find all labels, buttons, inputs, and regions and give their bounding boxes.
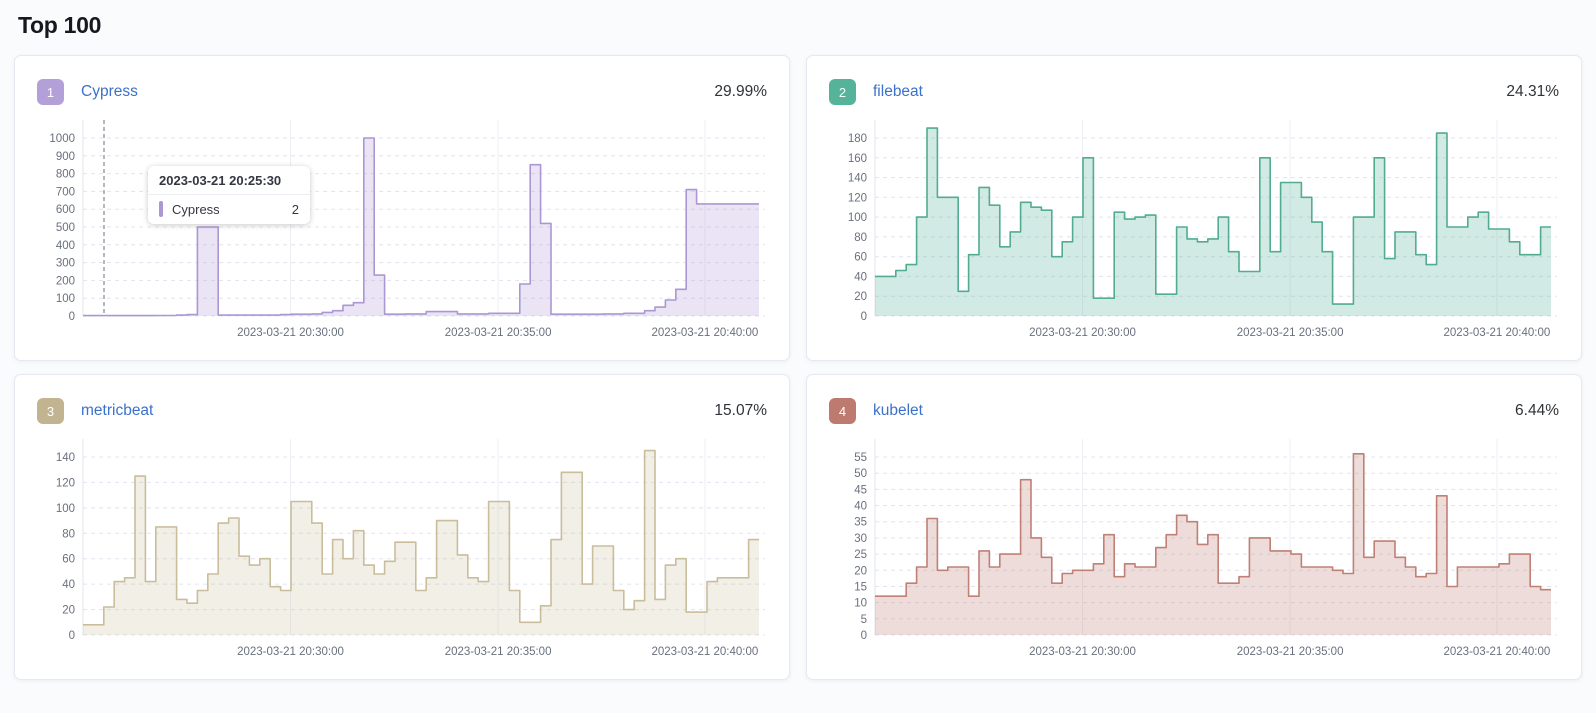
- item-name-link[interactable]: Cypress: [81, 83, 138, 100]
- svg-text:30: 30: [854, 533, 867, 545]
- svg-text:20: 20: [854, 565, 867, 577]
- step-area-chart[interactable]: 0 5 10 15 20 25 30 35 40 45 50 55 2023-03-21 20:30:0…: [829, 433, 1559, 663]
- svg-text:900: 900: [56, 151, 75, 163]
- percent-value: 29.99%: [714, 83, 767, 100]
- card-header: 3 metricbeat 15.07%: [37, 397, 767, 425]
- rank-badge: 3: [37, 398, 64, 424]
- svg-text:60: 60: [62, 554, 75, 566]
- svg-text:0: 0: [861, 630, 867, 642]
- card-header: 1 Cypress 29.99%: [37, 78, 767, 106]
- svg-text:120: 120: [848, 192, 867, 204]
- svg-text:25: 25: [854, 549, 867, 561]
- svg-text:2023-03-21 20:30:00: 2023-03-21 20:30:00: [1029, 646, 1136, 658]
- svg-text:2023-03-21 20:30:00: 2023-03-21 20:30:00: [237, 327, 344, 339]
- tooltip-series-label: Cypress: [172, 201, 220, 217]
- card-header: 4 kubelet 6.44%: [829, 397, 1559, 425]
- svg-text:20: 20: [62, 605, 75, 617]
- svg-text:20: 20: [854, 291, 867, 303]
- svg-text:120: 120: [56, 477, 75, 489]
- chart-area[interactable]: 0 5 10 15 20 25 30 35 40 45 50 55 2023-03-21 20:30:0…: [829, 433, 1559, 663]
- svg-text:45: 45: [854, 484, 867, 496]
- svg-text:0: 0: [69, 311, 75, 323]
- svg-text:500: 500: [56, 222, 75, 234]
- svg-text:80: 80: [854, 232, 867, 244]
- tooltip-row: Cypress 2: [148, 195, 310, 224]
- percent-value: 15.07%: [714, 402, 767, 419]
- svg-text:2023-03-21 20:35:00: 2023-03-21 20:35:00: [1237, 646, 1344, 658]
- top-card-3-metricbeat: 3 metricbeat 15.07% 0 20 40 60 80 100 120 140 20…: [14, 374, 790, 680]
- chart-area[interactable]: 0 100 200 300 400 500 600 700 800 900 1000 2023-03-…: [37, 114, 767, 344]
- rank-badge: 1: [37, 79, 64, 105]
- svg-text:1000: 1000: [49, 133, 75, 145]
- svg-text:5: 5: [861, 614, 867, 626]
- page-title: Top 100: [18, 12, 102, 38]
- svg-text:40: 40: [854, 271, 867, 283]
- svg-text:40: 40: [62, 579, 75, 591]
- svg-text:40: 40: [854, 501, 867, 513]
- top-card-2-filebeat: 2 filebeat 24.31% 0 20 40 60 80 100 120 140 160 1…: [806, 55, 1582, 361]
- svg-text:35: 35: [854, 517, 867, 529]
- tooltip-title: 2023-03-21 20:25:30: [148, 166, 310, 195]
- svg-text:10: 10: [854, 598, 867, 610]
- svg-text:0: 0: [69, 630, 75, 642]
- chart-area[interactable]: 0 20 40 60 80 100 120 140 160 180 2023-03-21 20:30…: [829, 114, 1559, 344]
- svg-text:140: 140: [848, 173, 867, 185]
- step-area-chart[interactable]: 0 20 40 60 80 100 120 140 2023-03-21 20:30:00 202…: [37, 433, 767, 663]
- card-header: 2 filebeat 24.31%: [829, 78, 1559, 106]
- svg-text:80: 80: [62, 528, 75, 540]
- top-card-1-cypress: 1 Cypress 29.99% 0 100 200 300 400 500 600 700 8…: [14, 55, 790, 361]
- percent-value: 6.44%: [1515, 402, 1559, 419]
- percent-value: 24.31%: [1506, 83, 1559, 100]
- svg-text:400: 400: [56, 240, 75, 252]
- svg-text:2023-03-21 20:40:00: 2023-03-21 20:40:00: [652, 327, 759, 339]
- step-area-chart[interactable]: 0 100 200 300 400 500 600 700 800 900 1000 2023-03-…: [37, 114, 767, 344]
- chart-tooltip: 2023-03-21 20:25:30 Cypress 2: [148, 166, 310, 224]
- svg-text:2023-03-21 20:30:00: 2023-03-21 20:30:00: [237, 646, 344, 658]
- svg-text:600: 600: [56, 204, 75, 216]
- svg-text:160: 160: [848, 153, 867, 165]
- svg-text:180: 180: [848, 133, 867, 145]
- cards-grid: 1 Cypress 29.99% 0 100 200 300 400 500 600 700 8…: [14, 55, 1582, 680]
- svg-text:55: 55: [854, 452, 867, 464]
- svg-text:100: 100: [848, 212, 867, 224]
- rank-badge: 2: [829, 79, 856, 105]
- top-card-4-kubelet: 4 kubelet 6.44% 0 5 10 15 20 25 30 35 40 45 50 55 20…: [806, 374, 1582, 680]
- step-area-chart[interactable]: 0 20 40 60 80 100 120 140 160 180 2023-03-21 20:30…: [829, 114, 1559, 344]
- svg-text:2023-03-21 20:35:00: 2023-03-21 20:35:00: [445, 646, 552, 658]
- svg-text:100: 100: [56, 503, 75, 515]
- svg-text:200: 200: [56, 275, 75, 287]
- item-name-link[interactable]: metricbeat: [81, 402, 154, 419]
- chart-area[interactable]: 0 20 40 60 80 100 120 140 2023-03-21 20:30:00 202…: [37, 433, 767, 663]
- dashboard-page: Top 100 1 Cypress 29.99% 0 100 200 300 400 50…: [14, 12, 1582, 680]
- svg-text:0: 0: [861, 311, 867, 323]
- svg-text:2023-03-21 20:35:00: 2023-03-21 20:35:00: [1237, 327, 1344, 339]
- svg-text:2023-03-21 20:40:00: 2023-03-21 20:40:00: [652, 646, 759, 658]
- svg-text:50: 50: [854, 468, 867, 480]
- svg-text:2023-03-21 20:40:00: 2023-03-21 20:40:00: [1444, 646, 1551, 658]
- svg-text:700: 700: [56, 186, 75, 198]
- item-name-link[interactable]: kubelet: [873, 402, 923, 419]
- svg-text:100: 100: [56, 293, 75, 305]
- svg-text:300: 300: [56, 258, 75, 270]
- rank-badge: 4: [829, 398, 856, 424]
- svg-text:2023-03-21 20:30:00: 2023-03-21 20:30:00: [1029, 327, 1136, 339]
- svg-text:2023-03-21 20:35:00: 2023-03-21 20:35:00: [445, 327, 552, 339]
- svg-text:15: 15: [854, 582, 867, 594]
- svg-text:140: 140: [56, 452, 75, 464]
- svg-text:60: 60: [854, 252, 867, 264]
- item-name-link[interactable]: filebeat: [873, 83, 923, 100]
- tooltip-value: 2: [291, 201, 299, 217]
- svg-text:800: 800: [56, 169, 75, 181]
- series-color-mark-icon: [159, 201, 163, 217]
- svg-text:2023-03-21 20:40:00: 2023-03-21 20:40:00: [1444, 327, 1551, 339]
